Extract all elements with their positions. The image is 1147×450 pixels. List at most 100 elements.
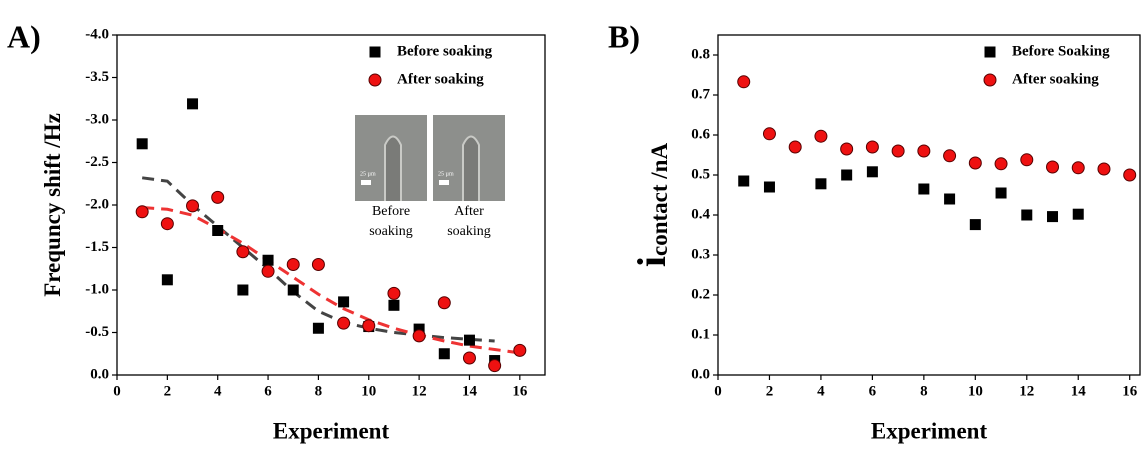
inset-probe [462, 135, 480, 201]
marker [211, 190, 225, 204]
legend-marker [983, 73, 997, 87]
marker [944, 193, 956, 205]
marker [866, 166, 878, 178]
x-tick-label: 12 [1019, 383, 1034, 399]
x-tick-label: 8 [315, 383, 323, 399]
marker [1071, 161, 1085, 175]
scale-bar [439, 180, 449, 185]
x-tick-label: 10 [968, 383, 983, 399]
plot-frame [717, 34, 1141, 376]
marker [968, 156, 982, 170]
y-axis-title-part: contact /nA [647, 143, 672, 256]
marker [262, 254, 274, 266]
y-axis-title: Frequncy shift /Hz [40, 113, 65, 297]
y-tick-label: -1.0 [85, 281, 109, 297]
panel-label: A) [7, 18, 41, 54]
y-axis-title-part: Frequncy shift /Hz [40, 113, 65, 297]
x-tick-label: 4 [214, 383, 222, 399]
marker [437, 296, 451, 310]
scale-label: 25 µm [360, 171, 376, 177]
marker [840, 142, 854, 156]
legend-label: After soaking [1012, 71, 1099, 87]
panel-label: B) [608, 18, 640, 54]
marker [338, 296, 350, 308]
y-tick-label: 0.4 [691, 206, 710, 222]
x-tick-label: 14 [462, 383, 478, 399]
marker [815, 178, 827, 190]
inset-caption: soaking [369, 224, 413, 239]
marker [995, 187, 1007, 199]
legend-marker [984, 46, 996, 58]
marker [187, 98, 199, 110]
marker [762, 127, 776, 141]
x-tick-label: 12 [412, 383, 427, 399]
marker [488, 359, 502, 373]
marker [918, 183, 930, 195]
marker [161, 274, 173, 286]
x-tick-label: 16 [1122, 383, 1138, 399]
marker [943, 149, 957, 163]
marker [738, 175, 750, 187]
y-axis-title: icontact /nA [629, 143, 674, 268]
marker [236, 245, 250, 259]
marker [237, 284, 249, 296]
marker [1123, 168, 1137, 182]
marker [891, 144, 905, 158]
marker [1021, 209, 1033, 221]
marker [814, 129, 828, 143]
marker [337, 316, 351, 330]
x-tick-label: 16 [512, 383, 528, 399]
marker [1072, 208, 1084, 220]
marker [1020, 153, 1034, 167]
x-tick-label: 8 [920, 383, 928, 399]
y-tick-label: -3.0 [85, 111, 109, 127]
marker [1047, 211, 1059, 223]
marker [261, 264, 275, 278]
inset-probe [384, 135, 402, 201]
y-tick-label: 0.7 [691, 86, 710, 102]
marker [388, 299, 400, 311]
marker [286, 258, 300, 271]
inset-caption: Before [372, 204, 410, 219]
legend-label: After soaking [397, 71, 484, 87]
legend-label: Before soaking [397, 43, 493, 59]
marker [135, 205, 149, 219]
inset-caption: soaking [447, 224, 491, 239]
inset-caption: After [454, 204, 484, 219]
y-tick-label: -0.5 [85, 324, 109, 340]
y-tick-label: -3.5 [85, 69, 109, 85]
y-tick-label: 0.8 [691, 46, 710, 62]
legend-marker [368, 73, 382, 87]
marker [412, 329, 426, 343]
y-tick-label: 0.2 [691, 286, 710, 302]
x-tick-label: 2 [766, 383, 774, 399]
x-tick-label: 10 [361, 383, 376, 399]
marker [287, 284, 299, 296]
marker [462, 351, 476, 365]
y-tick-label: 0.6 [691, 126, 710, 142]
marker [969, 219, 981, 231]
x-tick-label: 6 [264, 383, 272, 399]
x-tick-label: 0 [714, 383, 722, 399]
marker [1097, 162, 1111, 176]
scale-label: 25 µm [438, 171, 454, 177]
marker [186, 199, 200, 213]
marker [841, 169, 853, 181]
x-axis-title: Experiment [871, 418, 988, 443]
marker [1046, 160, 1060, 174]
marker [311, 258, 325, 271]
marker [136, 138, 148, 150]
marker [160, 217, 174, 231]
marker [463, 334, 475, 346]
marker [737, 75, 751, 89]
marker [362, 319, 376, 333]
marker [438, 348, 450, 360]
marker [212, 225, 224, 236]
y-tick-label: -2.0 [85, 196, 109, 212]
x-tick-label: 6 [869, 383, 877, 399]
y-tick-label: -1.5 [85, 239, 109, 255]
marker [994, 157, 1008, 171]
x-tick-label: 2 [164, 383, 172, 399]
fit-line [142, 206, 521, 355]
